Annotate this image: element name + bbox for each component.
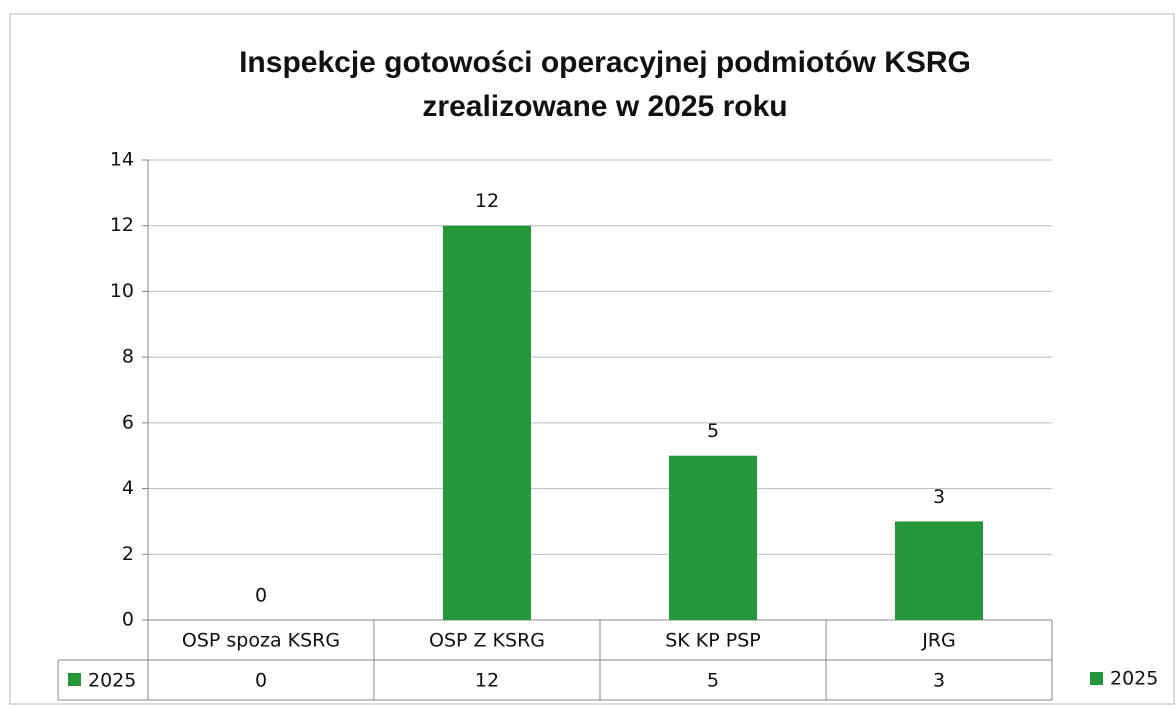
x-tick-label: OSP spoza KSRG (182, 630, 340, 652)
y-tick-label: 8 (122, 346, 134, 368)
bar (443, 225, 531, 620)
table-row-label: 2025 (88, 670, 136, 692)
y-tick-label: 12 (110, 214, 134, 236)
y-tick-label: 2 (122, 543, 134, 565)
data-label: 12 (475, 190, 499, 212)
y-tick-label: 14 (110, 149, 134, 171)
y-tick-label: 6 (122, 411, 134, 433)
chart-title: zrealizowane w 2025 roku (422, 90, 787, 123)
x-tick-label: JRG (921, 630, 956, 652)
legend-key (1090, 672, 1103, 685)
bar (669, 455, 757, 620)
table-value: 3 (933, 670, 945, 692)
table-legend-key (68, 673, 81, 686)
data-label: 3 (933, 486, 945, 508)
y-tick-label: 4 (122, 477, 134, 499)
table-value: 5 (707, 670, 719, 692)
legend-label: 2025 (1110, 668, 1158, 690)
table-value: 0 (255, 670, 267, 692)
chart-frame (9, 13, 1175, 705)
x-tick-label: OSP Z KSRG (429, 630, 545, 652)
data-label: 0 (255, 585, 267, 607)
data-label: 5 (707, 420, 719, 442)
table-value: 12 (475, 670, 499, 692)
y-tick-label: 10 (110, 280, 134, 302)
x-tick-label: SK KP PSP (665, 630, 761, 652)
y-tick-label: 0 (122, 609, 134, 631)
chart-title: Inspekcje gotowości operacyjnej podmiotó… (239, 46, 971, 79)
bar (895, 521, 983, 620)
